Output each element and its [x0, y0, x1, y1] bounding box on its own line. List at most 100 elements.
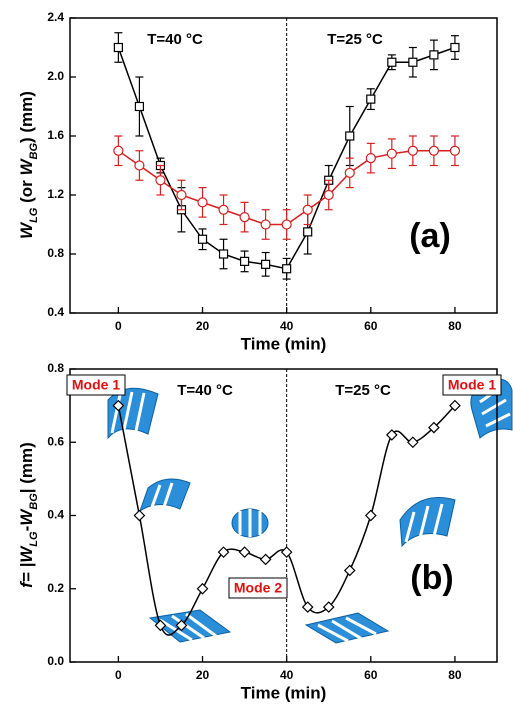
label-part: W — [17, 158, 36, 176]
marker — [281, 219, 292, 230]
marker — [322, 601, 335, 613]
mode-box — [228, 577, 288, 599]
y-tick-label: 1.6 — [47, 128, 64, 142]
y-tick-label: 2.4 — [47, 10, 64, 24]
x-tick-label: 60 — [364, 668, 378, 682]
marker — [218, 204, 229, 215]
marker — [301, 601, 314, 613]
x-tick-label: 40 — [280, 668, 294, 682]
marker — [387, 57, 397, 67]
x-tick-label: 80 — [448, 668, 462, 682]
x-axis-label: Time (min) — [241, 334, 327, 353]
marker — [218, 249, 229, 259]
marker — [175, 619, 188, 632]
plot-frame — [69, 17, 498, 314]
label-part: W — [17, 221, 36, 239]
label-part: - — [17, 526, 36, 532]
marker — [428, 145, 439, 156]
annotation: T=25 °C — [335, 382, 391, 399]
label-part: W — [17, 545, 36, 563]
shape-icons — [107, 378, 513, 644]
marker — [343, 564, 356, 577]
label-part: f= | — [17, 563, 36, 588]
label-part: ) (mm) — [17, 91, 36, 143]
marker — [366, 94, 376, 104]
marker — [407, 145, 418, 156]
marker — [260, 219, 271, 230]
marker — [239, 212, 250, 223]
marker — [113, 145, 124, 156]
marker — [302, 204, 313, 215]
mode-label: Mode 2 — [234, 580, 282, 596]
x-tick-label: 20 — [196, 319, 210, 333]
marker — [134, 101, 145, 112]
x-tick-label: 60 — [364, 319, 378, 333]
marker — [112, 399, 125, 412]
marker — [385, 429, 398, 441]
label-part: W — [17, 508, 36, 526]
annotation: T=40 °C — [177, 382, 233, 399]
y-axis-label: WLG (or WBG) (mm) — [17, 91, 39, 239]
marker — [386, 148, 397, 159]
marker — [364, 509, 377, 522]
marker — [408, 57, 418, 67]
y-tick-label: 0.0 — [47, 654, 64, 668]
y-tick-label: 2.0 — [47, 69, 64, 83]
x-tick-label: 0 — [115, 319, 122, 333]
y-tick-label: 0.4 — [47, 508, 64, 522]
mode-label: Mode 1 — [72, 377, 120, 393]
y-tick-label: 0.4 — [47, 305, 64, 319]
marker — [176, 189, 187, 201]
marker — [450, 42, 460, 53]
label-part: LG — [28, 531, 40, 547]
marker — [197, 197, 208, 208]
y-tick-label: 0.8 — [47, 246, 64, 260]
y-tick-label: 1.2 — [47, 187, 64, 201]
marker — [154, 619, 167, 632]
icon-half — [139, 478, 191, 513]
marker — [344, 167, 355, 178]
marker — [238, 546, 251, 558]
label-part: LG — [28, 207, 40, 223]
annotation: T=25 °C — [327, 31, 383, 48]
marker — [429, 50, 439, 60]
marker — [428, 421, 440, 434]
icon-flat — [304, 612, 390, 644]
marker — [449, 399, 461, 412]
marker — [345, 131, 355, 141]
marker — [196, 582, 209, 595]
icon-tube — [107, 387, 159, 440]
label-part: BG — [28, 493, 40, 510]
marker — [261, 259, 271, 269]
mode-box — [66, 374, 126, 396]
icon-half — [399, 497, 456, 548]
marker — [239, 256, 250, 266]
mode-box — [442, 374, 502, 396]
marker — [282, 264, 292, 274]
marker — [155, 175, 166, 186]
marker — [113, 42, 123, 53]
x-tick-label: 40 — [280, 319, 294, 333]
marker — [217, 546, 230, 558]
label-part: (or — [17, 176, 36, 208]
marker — [134, 160, 145, 171]
marker — [449, 145, 461, 156]
icon-roll — [231, 508, 269, 538]
marker — [365, 153, 376, 164]
marker — [259, 553, 272, 566]
marker — [197, 234, 208, 244]
y-tick-label: 0.6 — [47, 434, 64, 448]
y-tick-label: 0.2 — [47, 581, 64, 595]
label-part: | (mm) — [17, 442, 36, 493]
label-part: BG — [28, 143, 40, 160]
annotation: (a) — [409, 217, 451, 255]
annotation: (b) — [410, 559, 453, 597]
marker — [133, 509, 146, 522]
mode-label: Mode 1 — [448, 377, 496, 393]
x-axis-label: Time (min) — [241, 683, 327, 702]
marker — [303, 227, 313, 237]
marker — [323, 189, 334, 201]
x-tick-label: 20 — [196, 668, 210, 682]
marker — [407, 436, 419, 449]
x-tick-label: 0 — [115, 668, 122, 682]
